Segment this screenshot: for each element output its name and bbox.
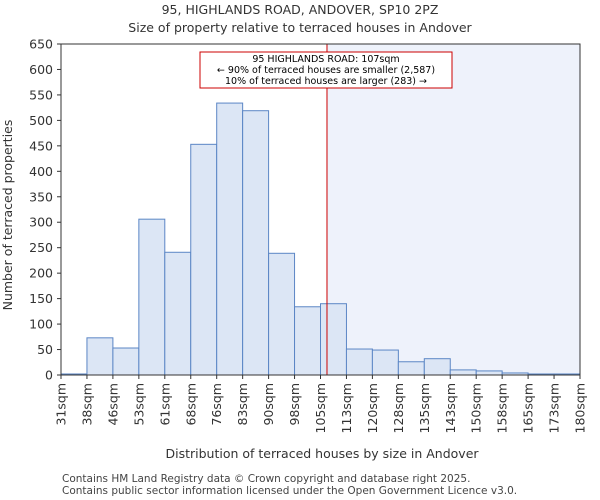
x-tick-label-90sqm: 90sqm	[261, 383, 276, 426]
x-tick-label-46sqm: 46sqm	[105, 383, 120, 426]
x-tick-label-31sqm: 31sqm	[54, 383, 69, 426]
x-tick-label-158sqm: 158sqm	[495, 383, 510, 433]
y-tick-label-500: 500	[29, 113, 53, 128]
y-tick-label-650: 650	[29, 37, 53, 52]
x-tick-label-98sqm: 98sqm	[287, 383, 302, 426]
bar-143sqm	[449, 369, 477, 376]
bar-83sqm	[242, 110, 270, 376]
bar-105sqm	[320, 303, 347, 376]
y-axis: 0 50 100 150 200 250 300 350 400 450 500 550 600 650	[29, 37, 61, 383]
x-tick-label-120sqm: 120sqm	[365, 383, 380, 433]
x-tick-label-105sqm: 105sqm	[313, 383, 328, 433]
y-tick-label-200: 200	[29, 266, 53, 281]
bar-98sqm	[294, 306, 321, 376]
annotation-box: 95 HIGHLANDS ROAD: 107sqm ← 90% of terra…	[199, 51, 453, 89]
y-tick-label-0: 0	[45, 368, 53, 383]
y-tick-label-600: 600	[29, 62, 53, 77]
x-axis-title: Distribution of terraced houses by size …	[165, 446, 479, 461]
bar-120sqm	[371, 349, 399, 376]
annotation-property-line: 95 HIGHLANDS ROAD: 107sqm	[252, 54, 399, 65]
bars-group	[60, 102, 581, 376]
bar-90sqm	[268, 252, 296, 376]
y-tick-label-150: 150	[29, 291, 53, 306]
bar-113sqm	[345, 348, 373, 376]
bar-38sqm	[86, 337, 114, 376]
x-axis: 31sqm 38sqm 46sqm 53sqm 61sqm 68sqm 76sqm 83sqm…	[54, 375, 588, 433]
annotation-smaller-line: ← 90% of terraced houses are smaller (2,…	[217, 65, 435, 76]
bar-61sqm	[164, 251, 192, 376]
x-tick-label-83sqm: 83sqm	[235, 383, 250, 426]
bar-46sqm	[112, 347, 140, 376]
x-tick-label-53sqm: 53sqm	[131, 383, 146, 426]
annotation-larger-line: 10% of terraced houses are larger (283) …	[225, 76, 427, 87]
y-tick-label-300: 300	[29, 215, 53, 230]
y-tick-label-550: 550	[29, 87, 53, 102]
x-tick-label-113sqm: 113sqm	[339, 383, 354, 433]
x-tick-label-150sqm: 150sqm	[469, 383, 484, 433]
x-tick-label-61sqm: 61sqm	[157, 383, 172, 426]
larger-properties-highlight	[326, 44, 580, 375]
y-tick-label-50: 50	[37, 342, 53, 357]
footer-copyright: Contains HM Land Registry data © Crown c…	[62, 473, 470, 485]
bar-150sqm	[475, 370, 503, 376]
x-tick-label-38sqm: 38sqm	[79, 383, 94, 426]
x-tick-label-76sqm: 76sqm	[209, 383, 224, 426]
x-tick-label-173sqm: 173sqm	[547, 383, 562, 433]
x-tick-label-128sqm: 128sqm	[391, 383, 406, 433]
y-tick-label-250: 250	[29, 240, 53, 255]
footer-licence: Contains public sector information licen…	[62, 485, 517, 497]
chart-title: 95, HIGHLANDS ROAD, ANDOVER, SP10 2PZ	[162, 2, 439, 17]
x-tick-label-165sqm: 165sqm	[521, 383, 536, 433]
chart-subtitle: Size of property relative to terraced ho…	[128, 20, 472, 35]
annotation-frame	[199, 51, 453, 89]
x-tick-label-135sqm: 135sqm	[417, 383, 432, 433]
bar-53sqm	[138, 218, 166, 376]
bar-76sqm	[216, 102, 244, 376]
bar-135sqm	[423, 358, 451, 376]
y-axis-title: Number of terraced properties	[0, 120, 15, 311]
x-tick-label-68sqm: 68sqm	[183, 383, 198, 426]
x-tick-label-180sqm: 180sqm	[573, 383, 588, 433]
y-tick-label-450: 450	[29, 138, 53, 153]
y-tick-label-350: 350	[29, 189, 53, 204]
bar-68sqm	[190, 143, 218, 376]
bar-128sqm	[397, 361, 425, 376]
x-tick-label-143sqm: 143sqm	[443, 383, 458, 433]
y-tick-label-400: 400	[29, 164, 53, 179]
y-tick-label-100: 100	[29, 317, 53, 332]
